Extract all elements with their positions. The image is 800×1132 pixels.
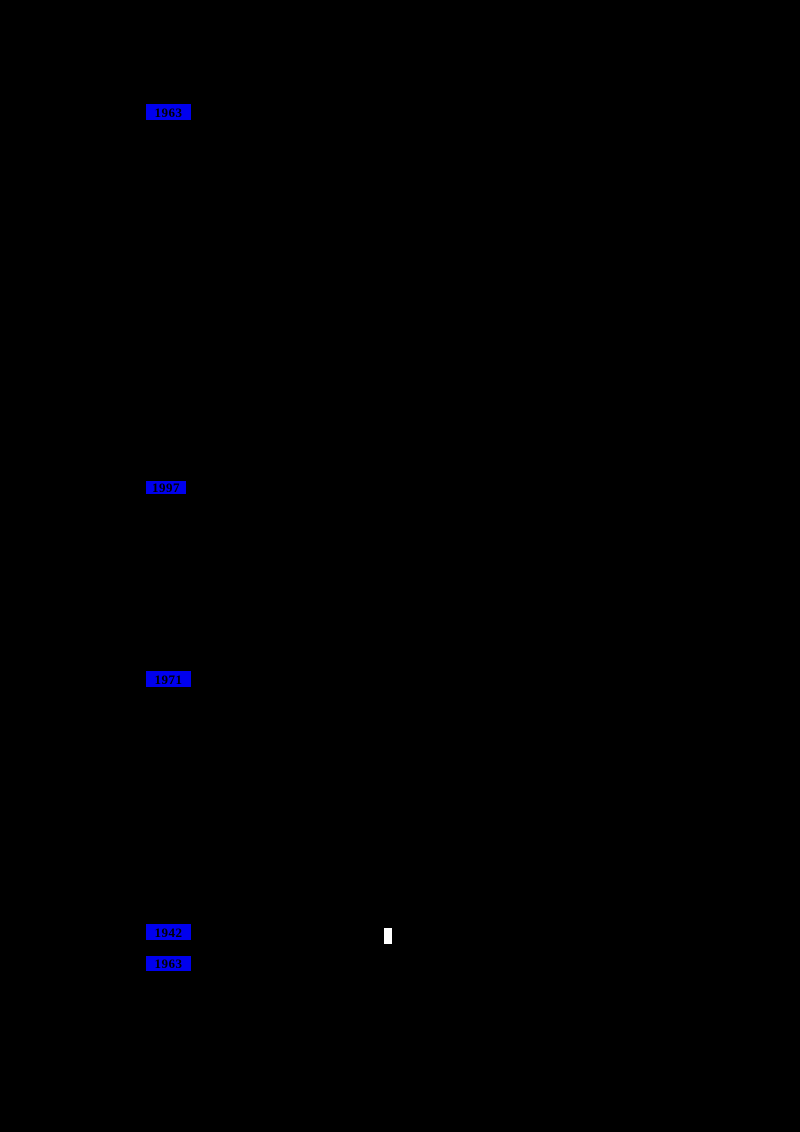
year-link[interactable]: 1971	[146, 671, 191, 687]
text-cursor	[384, 928, 392, 944]
year-link[interactable]: 1942	[146, 924, 191, 940]
year-link[interactable]: 1963	[146, 104, 191, 120]
year-link[interactable]: 1997	[146, 481, 186, 494]
year-link[interactable]: 1963	[146, 956, 191, 971]
